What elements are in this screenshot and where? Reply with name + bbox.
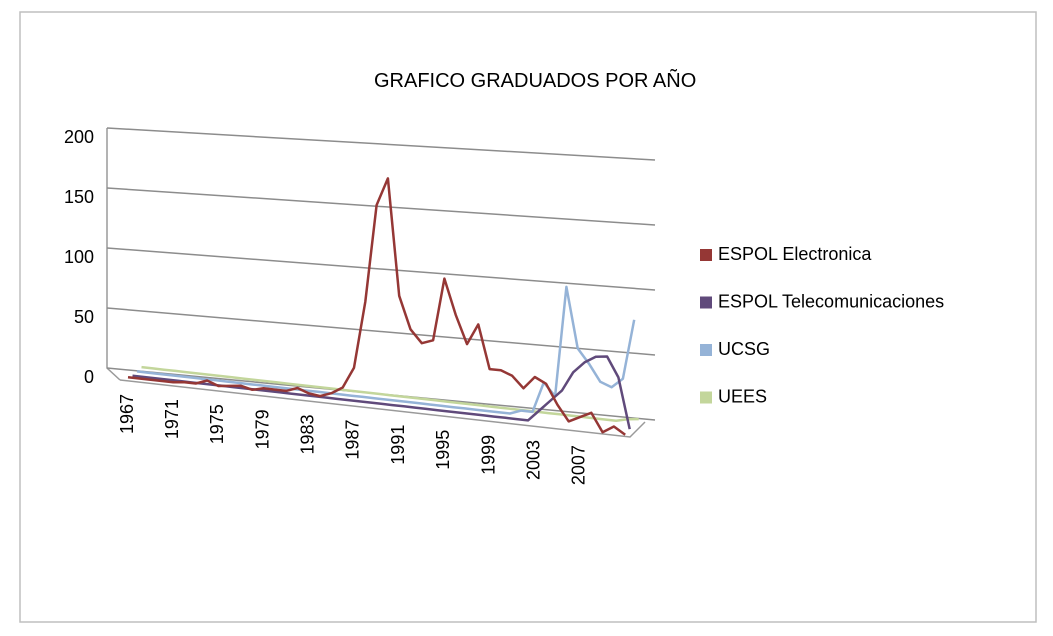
x-tick-label: 1987 <box>343 420 363 460</box>
grid-line <box>106 307 656 356</box>
legend-label: UCSG <box>718 339 770 359</box>
chart-border <box>19 11 1037 623</box>
x-tick-label: 1999 <box>478 435 498 475</box>
floor-edge <box>119 379 646 438</box>
y-tick-label: 200 <box>64 127 94 147</box>
y-tick-label: 100 <box>64 247 94 267</box>
series-line <box>141 365 639 422</box>
x-tick-label: 1967 <box>117 394 137 434</box>
x-tick-label: 1979 <box>252 409 272 449</box>
grid-line <box>106 247 656 291</box>
legend-swatch <box>700 296 712 309</box>
y-tick-label: 150 <box>64 187 94 207</box>
x-tick-label: 1995 <box>433 430 453 470</box>
legend-swatch <box>700 344 712 356</box>
chart-title: GRAFICO GRADUADOS POR AÑO <box>374 70 697 92</box>
legend-label: ESPOL Electronica <box>718 244 872 264</box>
x-tick-label: 1975 <box>207 404 227 444</box>
x-tick-label: 2007 <box>569 445 589 485</box>
x-tick-label: 2003 <box>524 440 544 480</box>
legend-label: ESPOL Telecomunicaciones <box>718 291 944 311</box>
grid-line <box>106 127 656 161</box>
y-tick-label: 50 <box>74 307 94 327</box>
x-tick-label: 1971 <box>162 399 182 439</box>
x-tick-label: 1991 <box>388 425 408 465</box>
grid-line <box>106 187 656 226</box>
legend-swatch <box>700 391 712 404</box>
y-tick-label: 0 <box>84 367 94 387</box>
series-line <box>127 177 626 436</box>
legend-label: UEES <box>718 386 767 406</box>
legend-swatch <box>700 249 712 261</box>
x-tick-label: 1983 <box>298 414 318 454</box>
